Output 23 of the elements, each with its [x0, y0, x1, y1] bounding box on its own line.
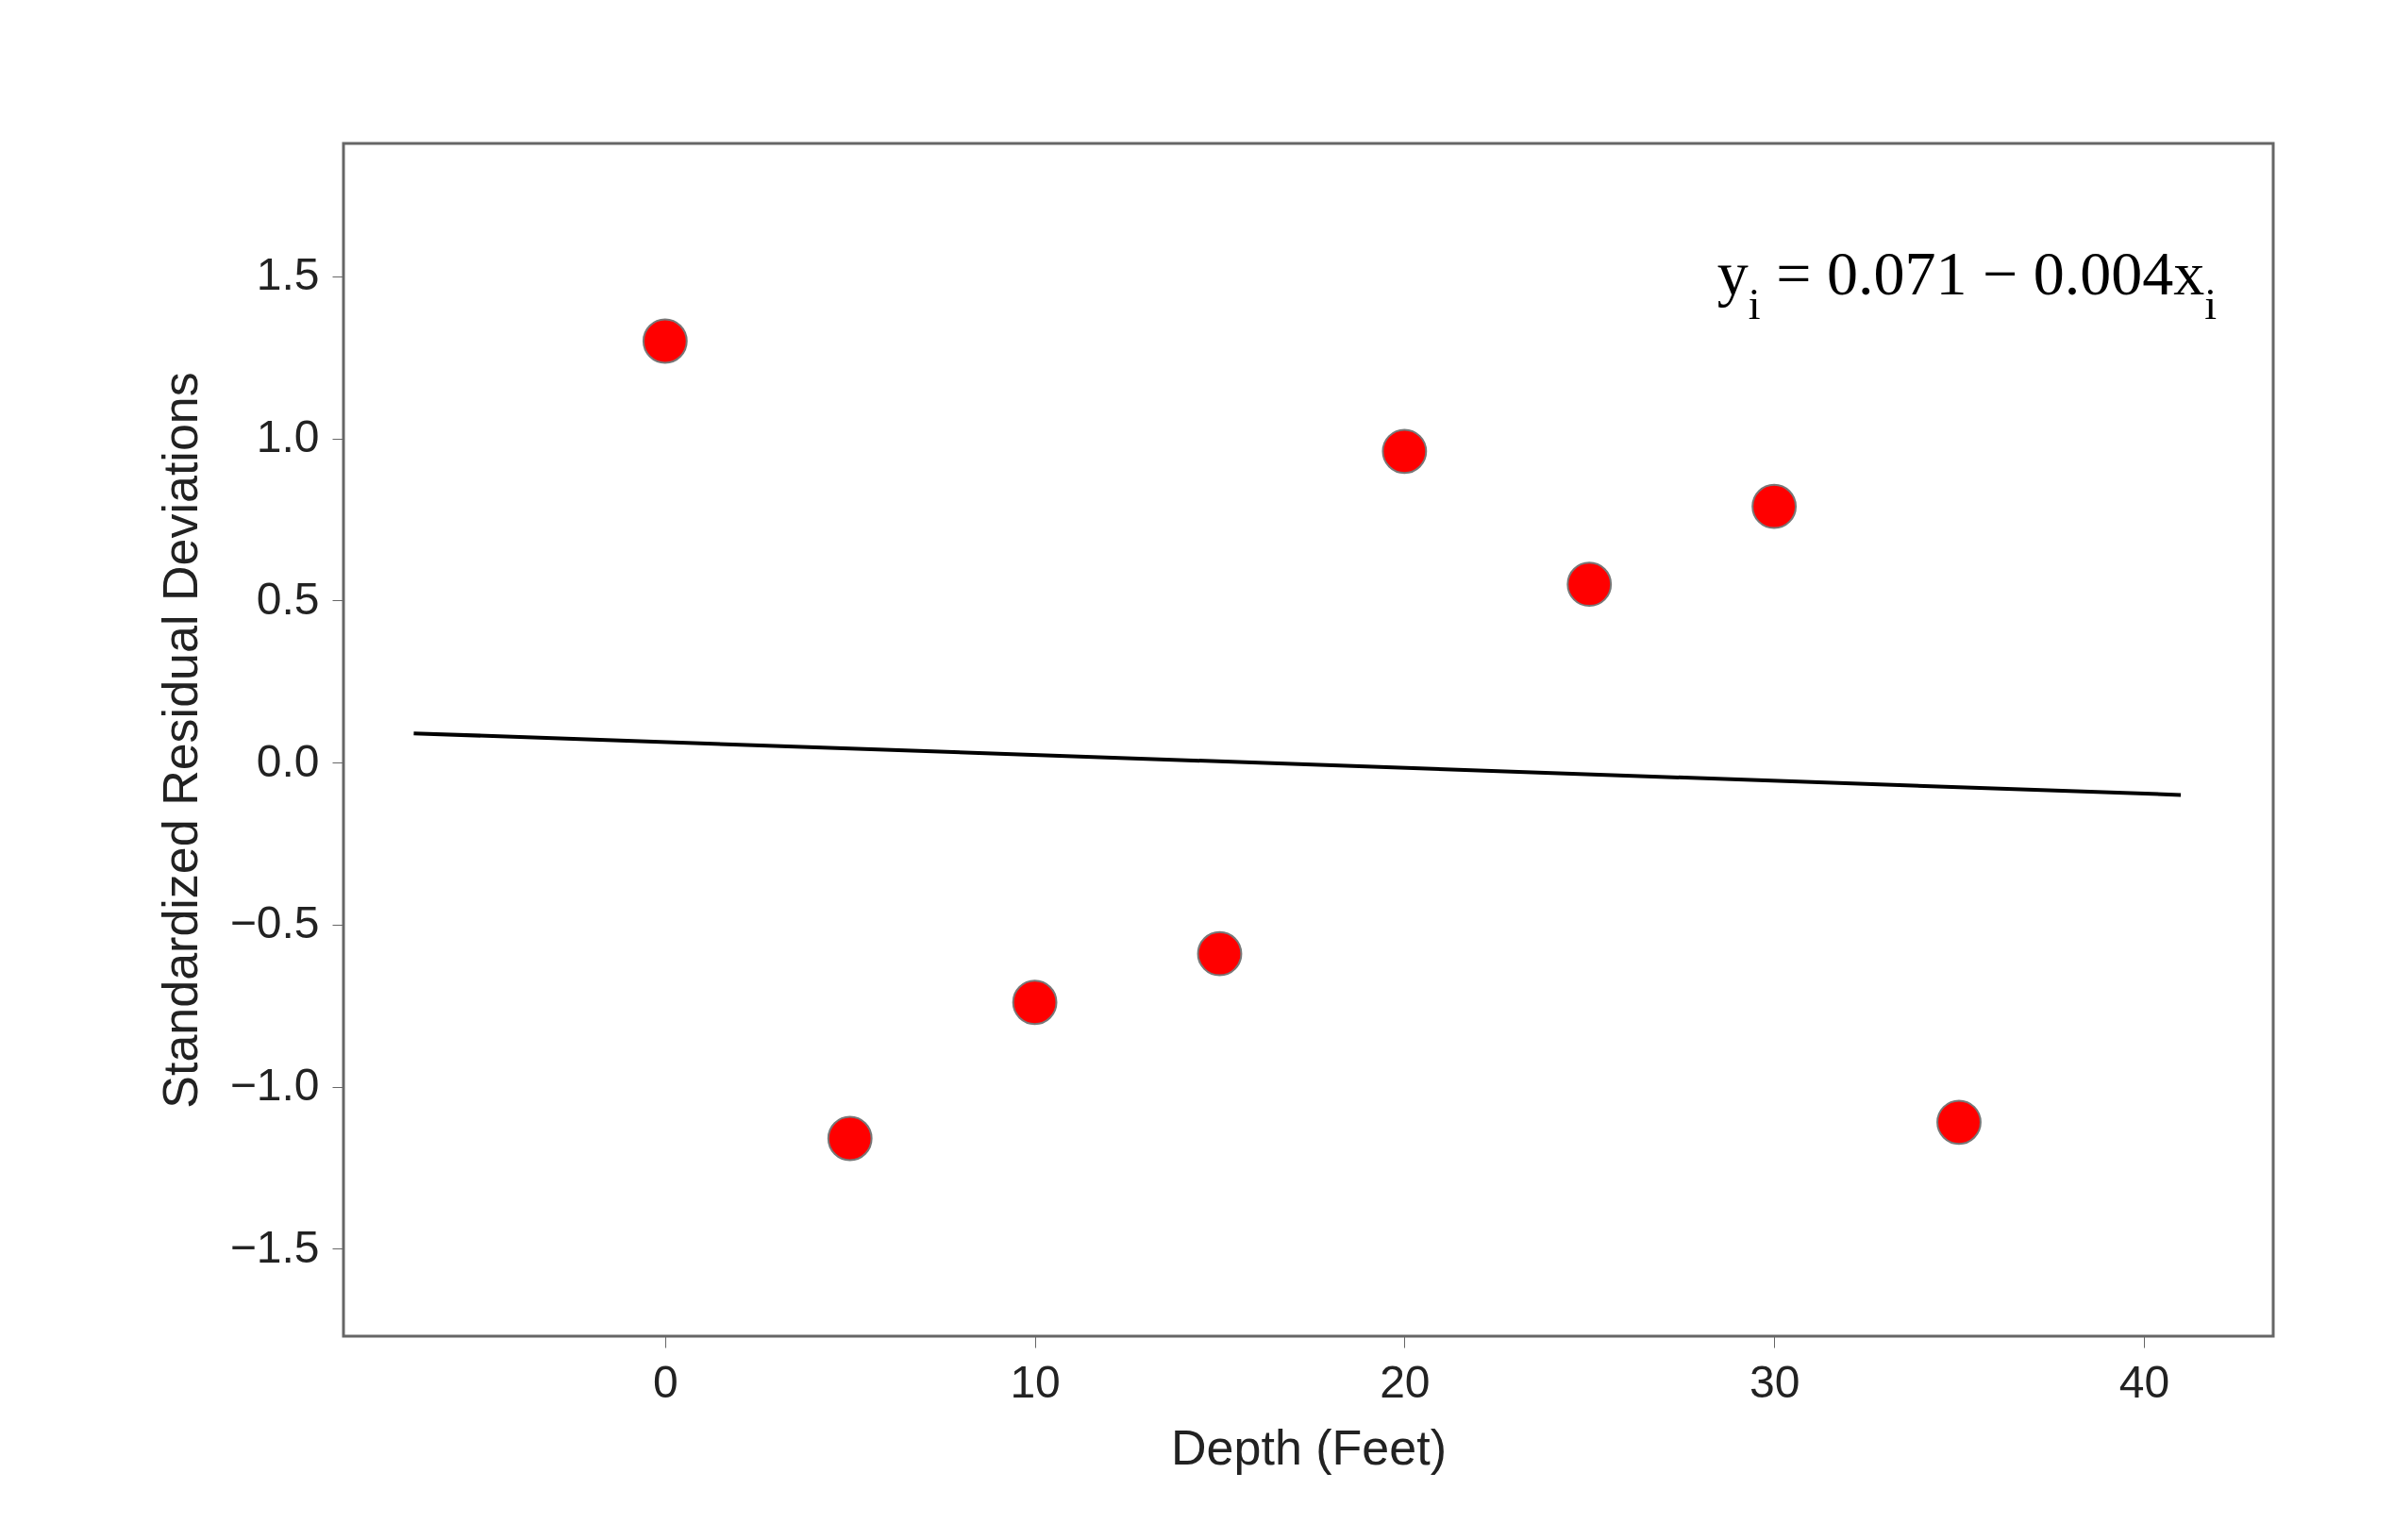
x-tick-label: 20	[1380, 1356, 1431, 1407]
x-axis-title: Depth (Feet)	[1171, 1419, 1447, 1475]
y-tick-label: 1.0	[256, 411, 320, 462]
y-tick-label: −1.5	[229, 1221, 320, 1272]
x-tick-label: 10	[1010, 1356, 1061, 1407]
point	[1381, 428, 1428, 475]
y-tick-label: −0.5	[229, 897, 320, 948]
point	[1751, 483, 1798, 529]
point	[1012, 979, 1058, 1026]
y-tick-label: 0.0	[256, 735, 320, 786]
point	[1936, 1099, 1982, 1146]
point	[827, 1115, 873, 1162]
y-tick-label: 0.5	[256, 573, 320, 624]
point	[1566, 561, 1613, 607]
point	[642, 318, 688, 364]
x-tick-label: 0	[652, 1356, 678, 1407]
y-axis-title: Standardized Residual Deviations	[152, 372, 208, 1109]
point	[1197, 930, 1243, 977]
annotation: y$_{i}$ = 0.071 − 0.004x$_{i}$	[1716, 239, 2217, 328]
y-tick-label: 1.5	[256, 249, 320, 300]
x-tick-label: 40	[2118, 1356, 2170, 1407]
x-tick-label: 30	[1749, 1356, 1800, 1407]
y-tick-label: −1.0	[229, 1060, 320, 1111]
